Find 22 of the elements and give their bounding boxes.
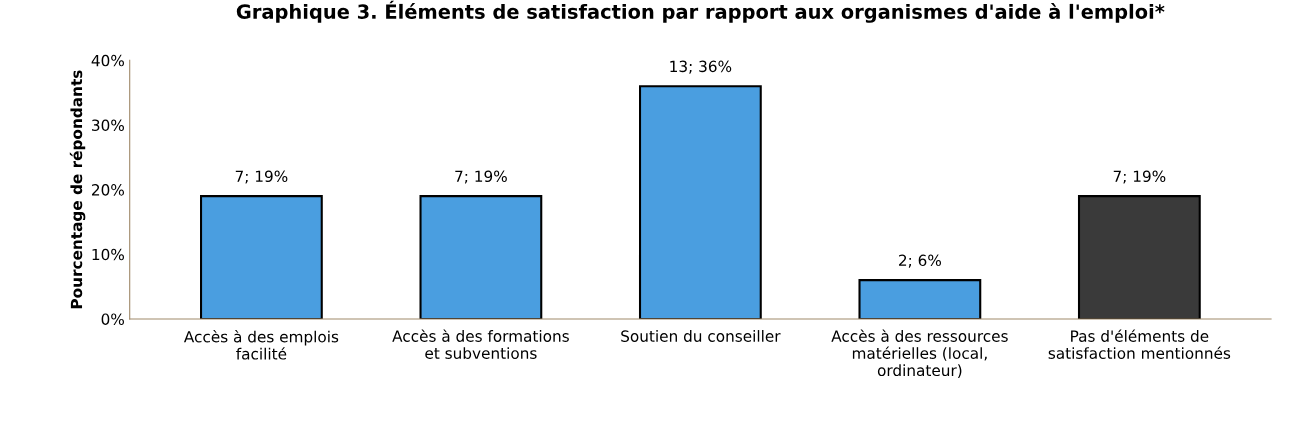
x-tick-label: Soutien du conseiller: [621, 330, 781, 342]
data-label: 2; 6%: [899, 254, 942, 268]
chart-title: Graphique 3. Éléments de satisfaction par rapport aux organismes d'aide à l'emploi*: [236, 0, 1165, 23]
x-tick-label: Accès à des formations et subventions: [392, 329, 569, 359]
data-label: 13; 36%: [670, 60, 732, 74]
y-tick-label: 20%: [92, 184, 124, 196]
y-tick-label: 30%: [92, 119, 124, 132]
bar: [638, 85, 762, 319]
bar: [419, 195, 543, 319]
data-label: 7; 19%: [1113, 170, 1166, 184]
x-tick-label: Pas d'éléments de satisfaction mentionnés: [1048, 329, 1231, 359]
bar: [858, 279, 982, 319]
bar: [199, 195, 323, 319]
bar: [1077, 195, 1201, 319]
data-label: 7; 19%: [455, 170, 507, 184]
x-tick-label: Accès à des ressources matérielles (local, ordinateur): [831, 329, 1008, 378]
y-tick-label: 0%: [101, 313, 124, 325]
y-tick-label: 10%: [92, 248, 124, 261]
y-tick-label: 40%: [91, 54, 124, 67]
x-tick-label: Accès à des emplois facilité: [183, 330, 339, 360]
y-axis-title: Pourcentage de répondants: [69, 70, 86, 309]
data-label: 7; 19%: [235, 170, 288, 184]
